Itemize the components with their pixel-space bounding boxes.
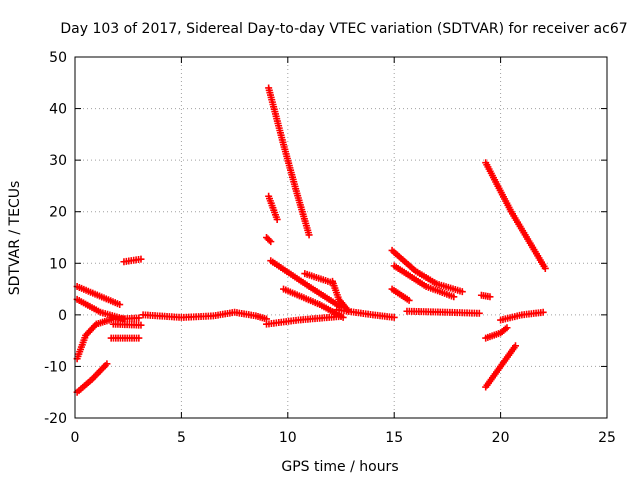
y-tick-label: -20 [44,411,67,427]
data-point [135,314,143,322]
data-point [458,288,466,296]
y-tick-label: 30 [49,153,67,169]
series-arc-a [73,282,124,309]
series-arc-j [265,84,313,239]
series-arc-o [301,270,336,287]
chart-title: Day 103 of 2017, Sidereal Day-to-day VTE… [60,21,627,37]
series-arc-l [263,234,275,246]
plot-border [74,56,608,419]
series-arc-v [477,291,494,301]
series-arc-r [388,285,413,304]
data-point [475,309,483,317]
series-arc-k [265,192,281,223]
x-tick-label: 20 [492,430,510,446]
series-arc-f [109,320,145,329]
series-arc-h [139,308,271,323]
data-point [116,301,124,309]
data-point [137,321,145,329]
data-point [135,334,143,342]
series-arc-t [390,262,458,301]
data-point [265,236,273,244]
data-point [390,313,398,321]
axis-ticks: 0 5 10 15 20 25 -20 -10 0 10 20 30 40 50 [44,50,616,446]
x-tick-label: 5 [177,430,186,446]
data-point [450,293,458,301]
y-tick-label: 10 [49,256,67,272]
y-axis-label: SDTVAR / TECUs [7,181,23,296]
data-point [137,255,145,263]
data-point [273,215,281,223]
y-tick-label: 20 [49,205,67,221]
x-tick-label: 10 [279,430,297,446]
x-tick-label: 25 [598,430,616,446]
data-points [73,84,549,396]
series-arc-x [482,324,511,342]
y-tick-label: 0 [58,308,67,324]
data-point [339,313,347,321]
y-tick-label: -10 [44,359,67,375]
data-point [511,342,519,350]
series-arc-e [107,334,143,342]
data-point [539,308,547,316]
series-arc-q [333,306,398,321]
series-arc-s [388,246,466,296]
x-axis-label: GPS time / hours [281,459,398,475]
data-point [503,324,511,332]
data-point [267,238,275,246]
series-arc-c [73,314,143,363]
series-arc-g [120,255,145,266]
data-point [305,231,313,239]
plot-frame [74,56,608,419]
data-point [103,360,111,368]
series-arc-m [267,257,345,311]
series-arc-p [328,277,351,314]
y-tick-label: 40 [49,102,67,118]
data-point [541,264,549,272]
data-point [486,293,494,301]
series-arc-d [73,360,111,396]
y-tick-label: 50 [49,50,67,66]
series-arc-y [497,308,547,324]
series-arc-w [482,159,549,272]
data-point [405,296,413,304]
series-arc-u [403,307,483,317]
grid-lines [75,57,607,418]
series-arc-z [482,342,519,391]
x-tick-label: 15 [385,430,403,446]
x-tick-label: 0 [71,430,80,446]
